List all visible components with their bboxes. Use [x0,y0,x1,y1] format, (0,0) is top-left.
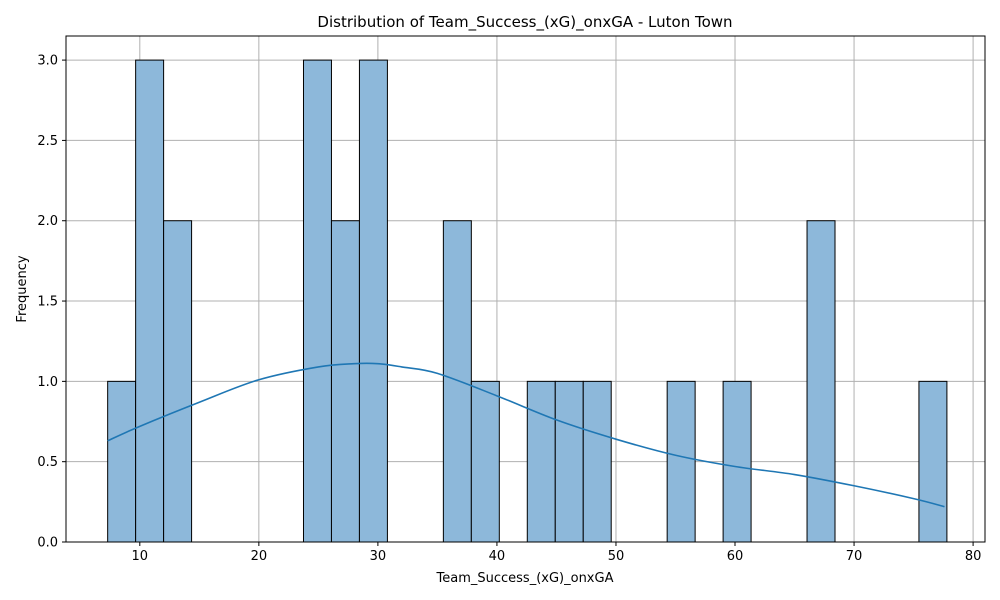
histogram-bar [666,380,696,543]
x-axis-label: Team_Success_(xG)_onxGA [436,571,614,586]
histogram-bar [722,380,752,543]
histogram-bar [526,380,556,543]
x-tick-label: 70 [846,549,863,564]
histogram-bar [135,59,165,543]
histogram-bar [918,380,948,543]
histogram-bars [107,59,948,543]
plot-frame [65,35,986,543]
x-tick-label: 60 [727,549,744,564]
y-tick-label: 2.5 [37,134,58,149]
kde-curve-group [107,362,945,508]
y-tick-label: 1.5 [37,295,58,310]
histogram-bar [442,220,472,543]
x-tick-label: 10 [132,549,149,564]
x-tick-label: 30 [370,549,387,564]
histogram-bar [358,59,388,543]
y-tick-label: 0.5 [37,455,58,470]
histogram-bar [302,59,332,543]
chart-title: Distribution of Team_Success_(xG)_onxGA … [317,13,732,32]
y-tick-label: 0.0 [37,536,58,551]
histogram-bar [554,380,584,543]
axis-ticks: 10 20 30 40 50 60 70 80 0.0 0.5 1.0 1.5 2.0 2.5 3.0 [37,54,981,564]
y-tick-label: 3.0 [37,54,58,69]
x-tick-label: 20 [251,549,268,564]
y-axis-label: Frequency [15,255,30,322]
x-tick-label: 50 [608,549,625,564]
kde-curve [107,362,945,508]
histogram-bar [806,220,836,543]
y-tick-label: 2.0 [37,214,58,229]
x-tick-label: 40 [489,549,506,564]
histogram-bar [582,380,612,543]
histogram-bar [163,220,193,543]
histogram-bar [470,380,500,543]
y-tick-label: 1.0 [37,375,58,390]
histogram-bar [330,220,360,543]
histogram-bar [107,380,137,543]
x-tick-label: 80 [965,549,982,564]
